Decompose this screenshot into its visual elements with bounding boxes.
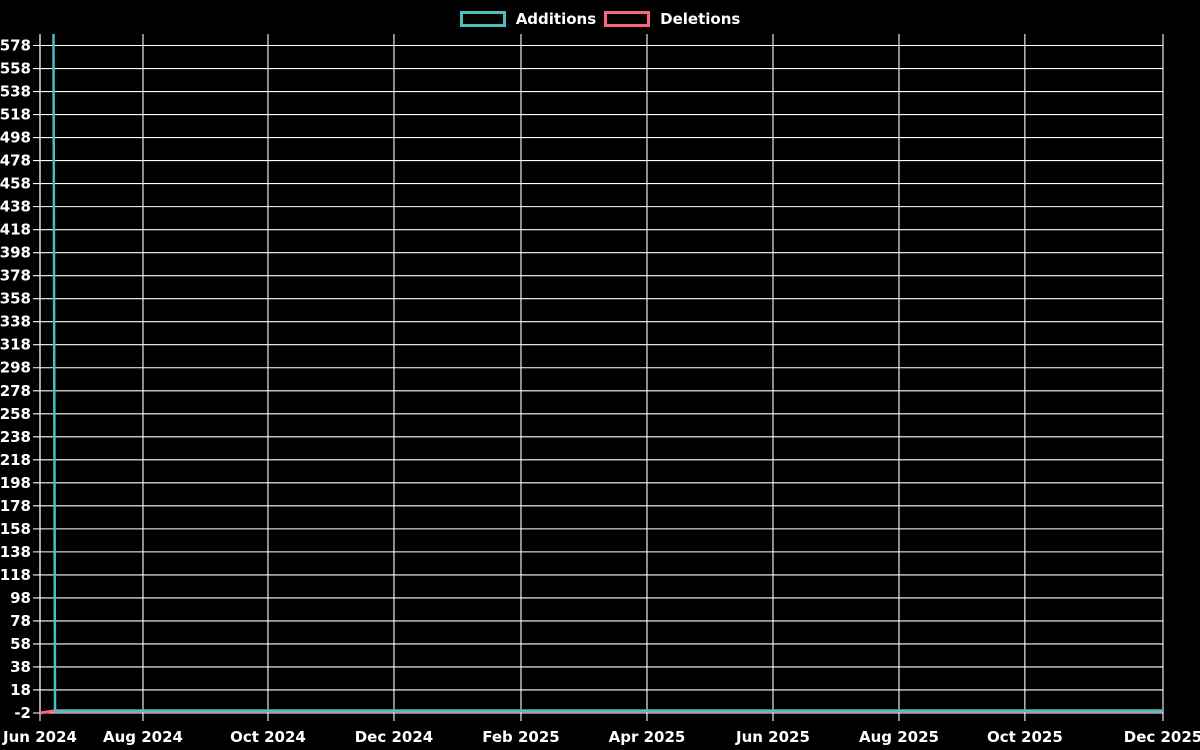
y-tick-label: 118 [0, 566, 31, 584]
y-tick-label: 38 [10, 658, 31, 676]
y-tick-label: 378 [0, 267, 31, 285]
y-tick-label: 278 [0, 382, 31, 400]
y-tick-label: 98 [10, 589, 31, 607]
y-tick-label: 458 [0, 175, 31, 193]
legend-item-deletions[interactable]: Deletions [604, 9, 740, 29]
y-tick-label: 538 [0, 83, 31, 101]
y-tick-label: 518 [0, 106, 31, 124]
y-tick-label: 238 [0, 428, 31, 446]
x-tick-label: Jun 2024 [2, 728, 77, 746]
y-tick-label: 478 [0, 152, 31, 170]
axis-labels: -2 18 38 58 78 98 118 138 158 178 198 218 238 258 278 2… [0, 37, 1200, 746]
legend-label-deletions: Deletions [660, 10, 741, 28]
y-tick-label: 578 [0, 37, 31, 55]
y-tick-label: -2 [14, 704, 31, 722]
additions-swatch [459, 11, 506, 27]
y-tick-label: 218 [0, 451, 31, 469]
y-tick-label: 438 [0, 198, 31, 216]
y-tick-label: 398 [0, 244, 31, 262]
y-tick-label: 138 [0, 543, 31, 561]
y-tick-label: 158 [0, 520, 31, 538]
legend-label-additions: Additions [515, 10, 597, 28]
legend: Additions Deletions [0, 9, 1200, 29]
gridlines [33, 34, 1164, 721]
x-tick-label: Dec 2024 [355, 728, 434, 746]
x-tick-label: Feb 2025 [482, 728, 560, 746]
x-tick-label: Oct 2025 [987, 728, 1063, 746]
y-tick-label: 318 [0, 336, 31, 354]
y-tick-label: 418 [0, 221, 31, 239]
y-tick-label: 18 [10, 681, 31, 699]
y-tick-label: 198 [0, 474, 31, 492]
y-tick-label: 58 [10, 635, 31, 653]
legend-item-additions[interactable]: Additions [459, 9, 597, 29]
y-tick-label: 558 [0, 60, 31, 78]
deletions-swatch [604, 11, 651, 27]
x-tick-label: Apr 2025 [609, 728, 686, 746]
x-tick-label: Jun 2025 [735, 728, 810, 746]
y-tick-label: 358 [0, 290, 31, 308]
x-tick-label: Aug 2024 [103, 728, 183, 746]
y-tick-label: 258 [0, 405, 31, 423]
x-tick-label: Oct 2024 [230, 728, 306, 746]
y-tick-label: 178 [0, 497, 31, 515]
y-tick-label: 498 [0, 129, 31, 147]
y-tick-label: 78 [10, 612, 31, 630]
y-tick-label: 338 [0, 313, 31, 331]
x-tick-label: Dec 2025 [1124, 728, 1200, 746]
additions-line [52, 33, 1163, 712]
y-tick-label: 298 [0, 359, 31, 377]
x-tick-label: Aug 2025 [859, 728, 939, 746]
